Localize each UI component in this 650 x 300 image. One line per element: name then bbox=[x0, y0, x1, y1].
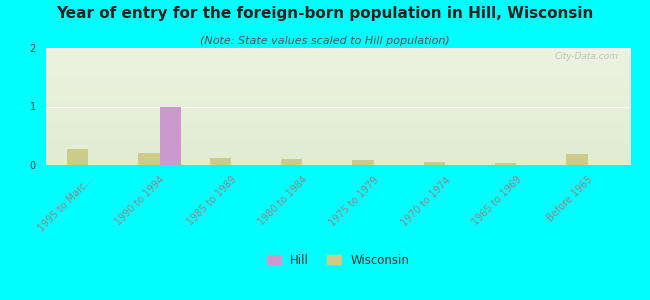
Text: Year of entry for the foreign-born population in Hill, Wisconsin: Year of entry for the foreign-born popul… bbox=[57, 6, 593, 21]
Bar bbox=[352, 160, 374, 165]
Text: City-Data.com: City-Data.com bbox=[555, 52, 619, 61]
Bar bbox=[67, 148, 88, 165]
Bar bbox=[495, 163, 516, 165]
Bar bbox=[424, 162, 445, 165]
Bar bbox=[209, 158, 231, 165]
Text: (Note: State values scaled to Hill population): (Note: State values scaled to Hill popul… bbox=[200, 36, 450, 46]
Bar bbox=[160, 106, 181, 165]
Legend: Hill, Wisconsin: Hill, Wisconsin bbox=[266, 254, 410, 267]
Bar bbox=[138, 153, 160, 165]
Bar bbox=[566, 154, 588, 165]
Bar bbox=[281, 159, 302, 165]
